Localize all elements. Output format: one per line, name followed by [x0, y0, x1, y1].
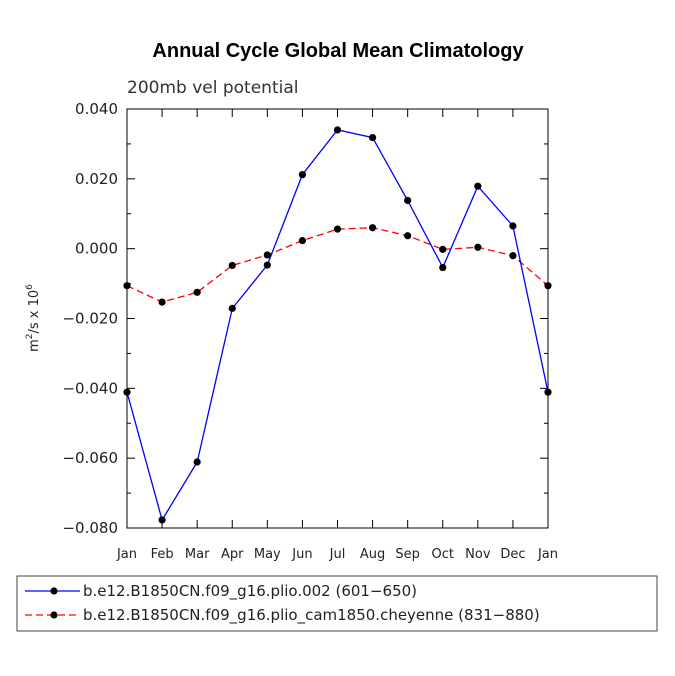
legend-box: [16, 575, 658, 632]
series-1-point: [158, 516, 166, 524]
series-1-point: [439, 263, 447, 272]
x-tick-label: Jan: [116, 547, 137, 562]
series-line-1: [126, 129, 549, 522]
series-1-point: [474, 182, 482, 190]
series-2-point: [158, 298, 166, 306]
x-tick-label: Aug: [360, 547, 385, 562]
y-axis-unit-exponent: 2: [25, 333, 35, 339]
y-tick-label: 0.040: [75, 100, 118, 118]
series-1-point: [333, 126, 342, 134]
series-2-point: [228, 261, 236, 270]
x-tick-label: Oct: [432, 547, 454, 562]
y-tick-label: 0.000: [75, 240, 118, 258]
series-layer: [123, 126, 552, 524]
x-tick-label: Mar: [185, 547, 210, 562]
series-1-point: [368, 134, 377, 142]
series-1-point: [404, 196, 412, 205]
series-2-point: [298, 237, 307, 245]
legend-label-series-2: b.e12.B1850CN.f09_g16.plio_cam1850.cheye…: [83, 606, 540, 625]
series-2-point: [474, 243, 482, 251]
series-1-point: [263, 261, 271, 269]
axis-ticks: [126, 108, 549, 529]
series-2-point: [439, 245, 447, 253]
x-tick-label: Apr: [221, 547, 244, 562]
y-axis-unit-middle: /s x 10: [27, 290, 42, 334]
x-tick-label: Jun: [291, 547, 312, 562]
series-2-point: [263, 251, 271, 259]
x-tick-label: Feb: [151, 547, 174, 562]
legend-marker-series-2: [50, 611, 58, 619]
series-1-point: [298, 171, 307, 179]
series-2-point: [333, 225, 342, 233]
y-tick-label: −0.020: [62, 310, 118, 328]
y-tick-labels: −0.080 −0.060 −0.040 −0.020 0.000 0.020 0.040: [62, 100, 118, 537]
legend-label-series-1: b.e12.B1850CN.f09_g16.plio.002 (601−650): [83, 582, 417, 601]
y-axis-label: m2/s x 106: [25, 284, 42, 352]
series-1-point: [509, 222, 517, 230]
y-tick-label: 0.020: [75, 170, 118, 188]
series-1-point: [193, 458, 201, 466]
x-tick-label: Dec: [500, 547, 525, 562]
legend: b.e12.B1850CN.f09_g16.plio.002 (601−650)…: [16, 575, 658, 632]
series-2-point: [509, 252, 517, 260]
chart-subtitle: 200mb vel potential: [127, 78, 298, 98]
series-2-point: [404, 232, 412, 240]
y-axis-unit-base: m: [27, 339, 42, 352]
x-tick-label: Nov: [465, 547, 491, 562]
x-tick-label: May: [254, 547, 281, 562]
y-tick-label: −0.060: [62, 449, 118, 467]
x-tick-label: Jan: [537, 547, 558, 562]
x-tick-label: Sep: [395, 547, 420, 562]
series-line-2: [126, 227, 549, 303]
x-tick-labels: Jan Feb Mar Apr May Jun Jul Aug Sep Oct Nov Dec Jan: [116, 547, 558, 562]
series-2-point: [193, 288, 201, 296]
y-tick-label: −0.080: [62, 519, 118, 537]
x-tick-label: Jul: [329, 547, 346, 562]
y-tick-label: −0.040: [62, 379, 118, 397]
plot-frame: [126, 108, 549, 529]
legend-marker-series-1: [50, 587, 58, 595]
series-2-point: [368, 224, 377, 232]
series-1-point: [228, 304, 236, 312]
chart-title: Annual Cycle Global Mean Climatology: [152, 40, 524, 62]
y-axis-scale-exponent: 6: [25, 284, 35, 290]
